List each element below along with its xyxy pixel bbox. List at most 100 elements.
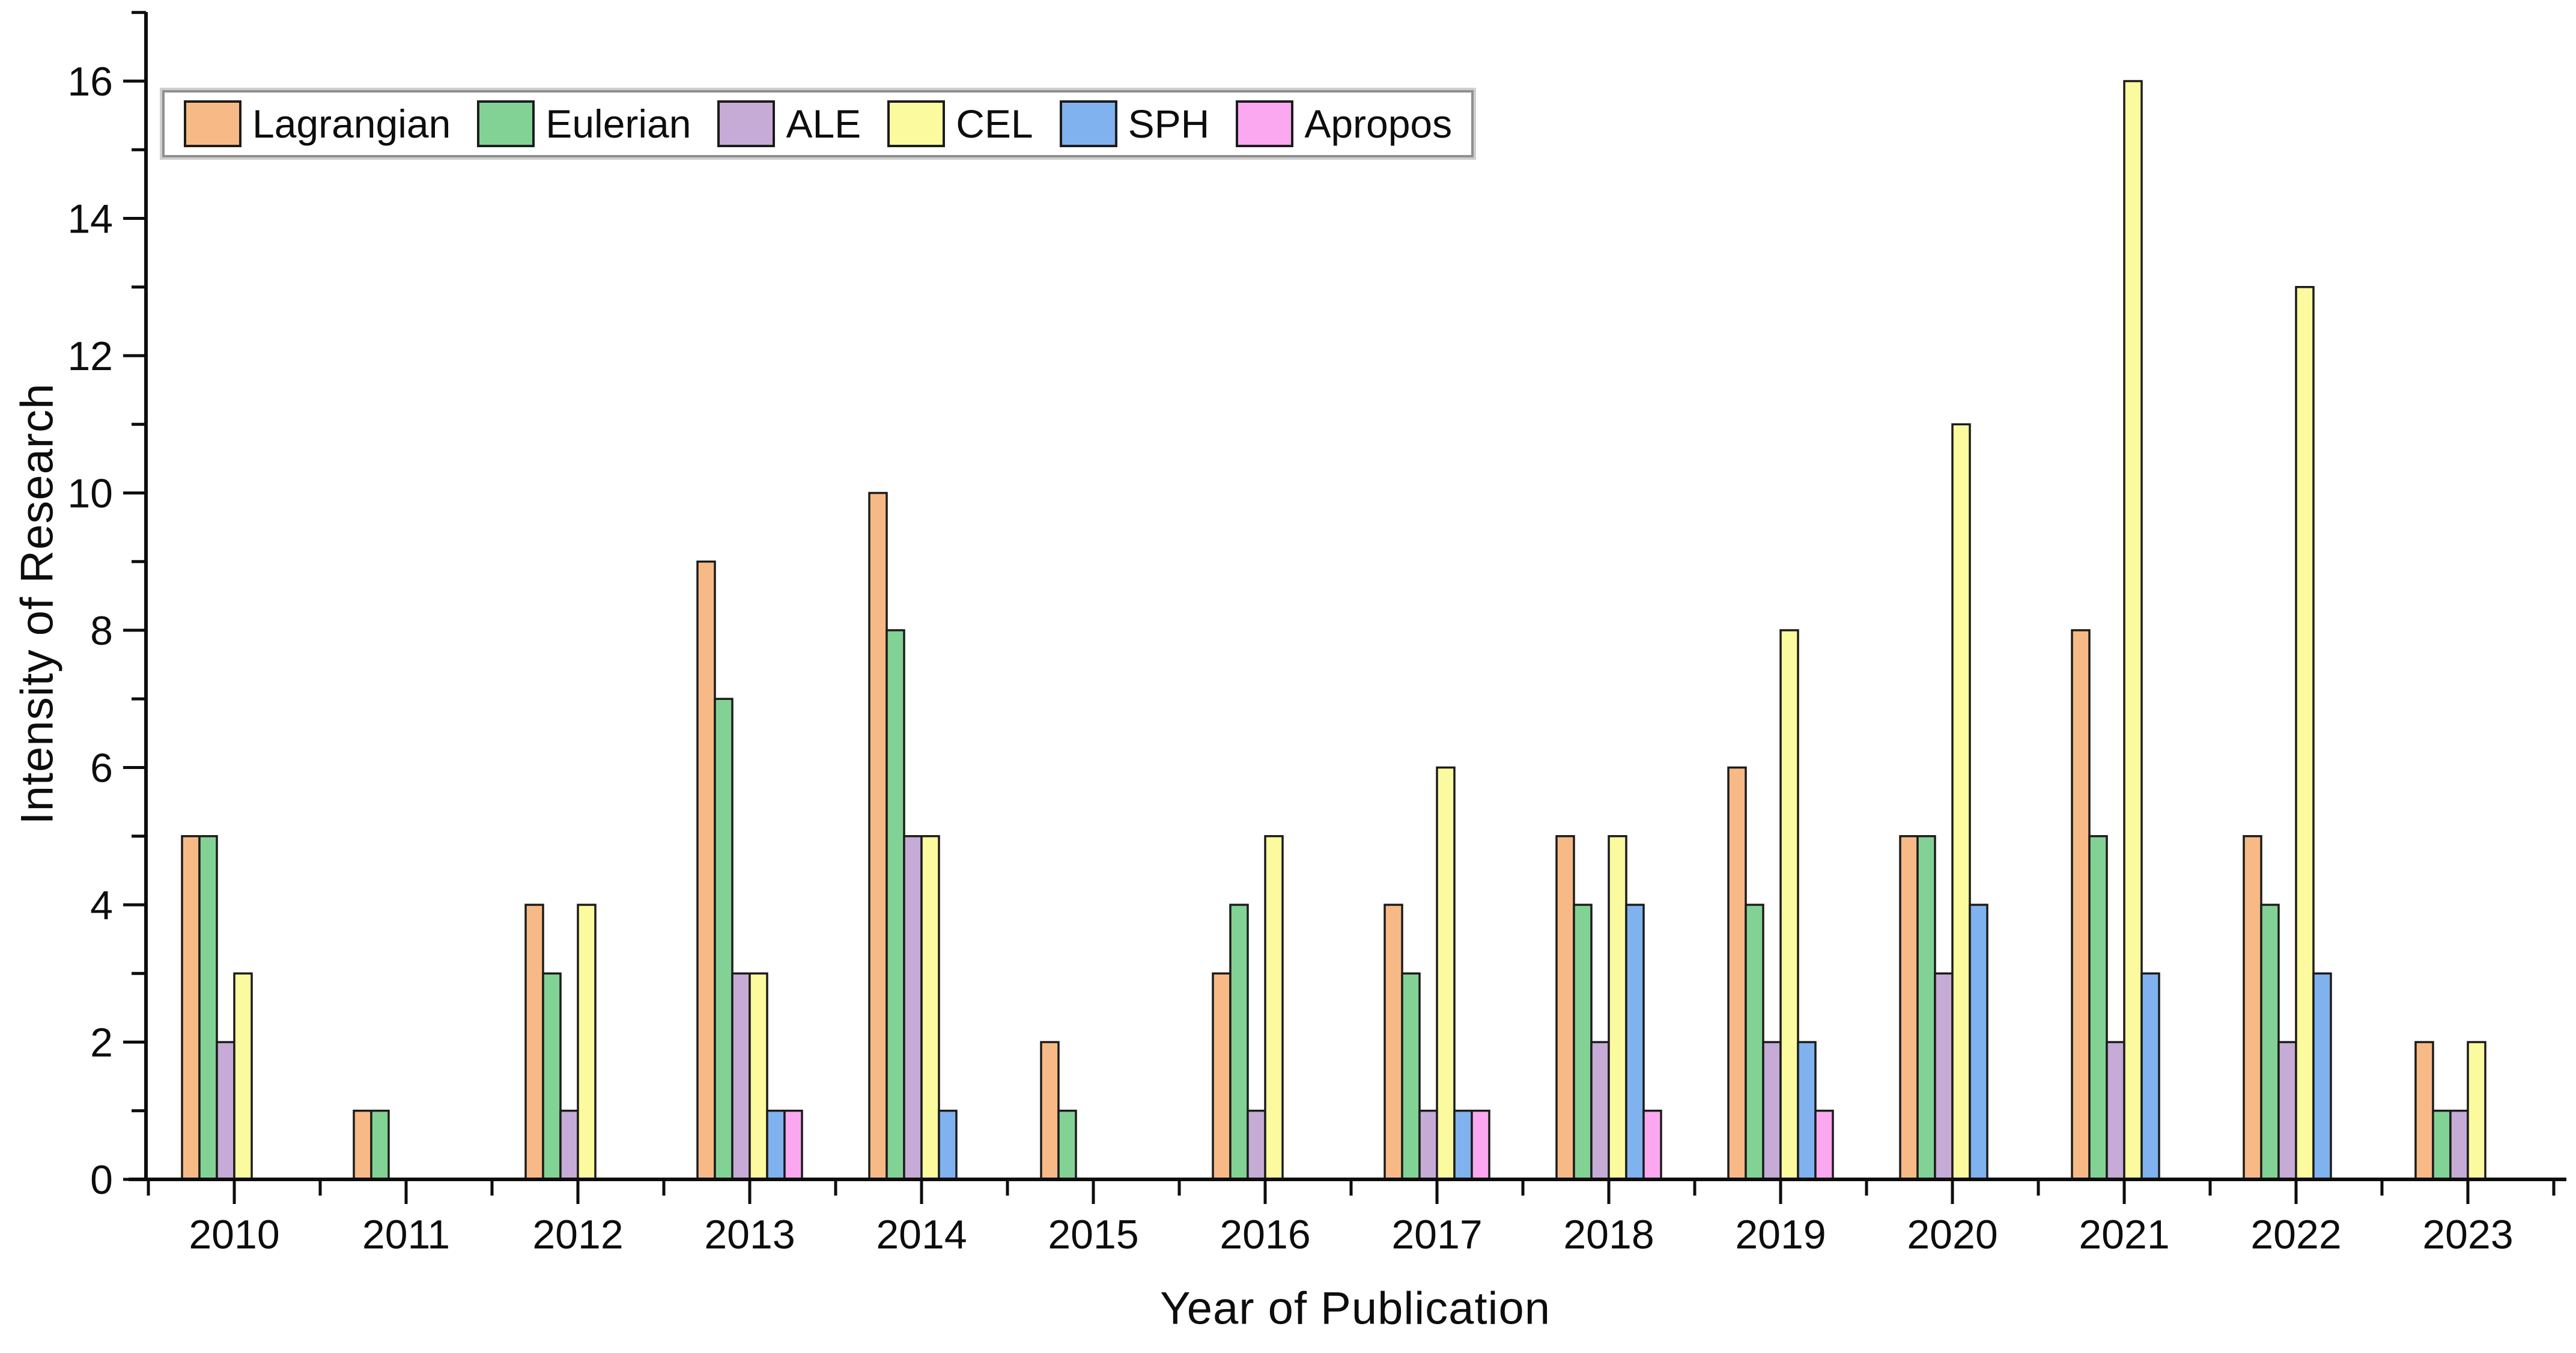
bar-2017-ale [1418, 1110, 1438, 1181]
bar-2020-ale [1934, 972, 1954, 1181]
bar-2020-eulerian [1916, 835, 1936, 1181]
bar-2013-cel [749, 972, 768, 1181]
bar-2010-lagrangian [181, 835, 201, 1181]
bar-2018-cel [1608, 835, 1627, 1181]
x-tick-label: 2013 [704, 1212, 795, 1257]
legend-item-lagrangian: Lagrangian [184, 100, 451, 147]
y-tick-label: 6 [90, 746, 113, 791]
bar-2011-lagrangian [353, 1110, 372, 1181]
bar-2013-lagrangian [696, 561, 716, 1181]
legend-label: Apropos [1304, 102, 1453, 146]
x-tick-label: 2010 [189, 1212, 279, 1257]
bar-2017-lagrangian [1384, 904, 1403, 1181]
bar-2016-ale [1247, 1110, 1266, 1181]
y-tick-label: 8 [90, 608, 113, 654]
x-tick-label: 2017 [1391, 1212, 1482, 1257]
bar-2012-lagrangian [524, 904, 544, 1181]
bar-2016-cel [1264, 835, 1284, 1181]
bar-2018-ale [1590, 1041, 1610, 1181]
bar-2022-cel [2295, 286, 2315, 1181]
bar-2023-cel [2467, 1041, 2486, 1181]
bar-2019-eulerian [1745, 904, 1764, 1181]
bar-2013-sph [766, 1110, 786, 1181]
bar-2012-cel [577, 904, 597, 1181]
bar-2020-lagrangian [1899, 835, 1919, 1181]
bar-2021-eulerian [2088, 835, 2108, 1181]
y-tick-label: 10 [67, 471, 113, 517]
bar-2022-eulerian [2260, 904, 2280, 1181]
bar-2018-apropos [1642, 1110, 1662, 1181]
x-tick-label: 2019 [1735, 1212, 1826, 1257]
y-tick-label: 12 [67, 333, 113, 379]
bar-2015-lagrangian [1040, 1041, 1060, 1181]
bar-2019-sph [1797, 1041, 1817, 1181]
bar-2014-sph [938, 1110, 958, 1181]
bar-2022-ale [2277, 1041, 2297, 1181]
y-axis-title: Intensity of Research [11, 383, 63, 825]
bar-2021-cel [2123, 80, 2143, 1181]
y-tick-label: 4 [90, 883, 113, 928]
legend-label: Lagrangian [252, 102, 451, 146]
bar-2017-sph [1453, 1110, 1473, 1181]
x-tick-label: 2018 [1563, 1212, 1654, 1257]
x-tick-label: 2022 [2250, 1212, 2341, 1257]
bar-2023-ale [2449, 1110, 2469, 1181]
bar-2017-eulerian [1401, 972, 1421, 1181]
bar-2022-sph [2312, 972, 2332, 1181]
legend-swatch-ale [717, 100, 776, 147]
bar-2019-apropos [1814, 1110, 1834, 1181]
bar-2012-eulerian [542, 972, 562, 1181]
legend-item-eulerian: Eulerian [477, 100, 691, 147]
legend-item-apropos: Apropos [1236, 100, 1452, 147]
bar-2019-lagrangian [1727, 766, 1747, 1181]
legend-label: ALE [786, 102, 861, 146]
bar-2015-eulerian [1057, 1110, 1077, 1181]
bar-2021-ale [2106, 1041, 2125, 1181]
bar-2021-sph [2140, 972, 2160, 1181]
x-tick-label: 2023 [2422, 1212, 2513, 1257]
legend-label: CEL [956, 102, 1033, 146]
bar-2013-ale [731, 972, 751, 1181]
bar-2023-lagrangian [2414, 1041, 2434, 1181]
bar-2019-cel [1779, 629, 1799, 1181]
bar-2013-apropos [783, 1110, 803, 1181]
bar-2014-lagrangian [868, 491, 888, 1181]
bar-2012-ale [559, 1110, 579, 1181]
bar-2019-ale [1762, 1041, 1782, 1181]
y-tick-label: 14 [67, 196, 113, 242]
x-axis-title: Year of Publication [1160, 1283, 1551, 1334]
bar-2011-eulerian [370, 1110, 390, 1181]
axes-group: 0 2 4 6 8 10 12 14 16 2010 2011 2012 2013 2014 2015 201… [67, 11, 2566, 1257]
y-tick-label: 16 [67, 59, 113, 105]
bar-2014-eulerian [886, 629, 905, 1181]
bar-2022-lagrangian [2243, 835, 2262, 1181]
legend-item-cel: CEL [887, 100, 1033, 147]
bar-2016-eulerian [1229, 904, 1249, 1181]
bar-2013-eulerian [714, 698, 734, 1181]
bar-2021-lagrangian [2071, 629, 2091, 1181]
x-tick-label: 2021 [2079, 1212, 2169, 1257]
bar-2020-sph [1969, 904, 1988, 1181]
bar-2010-eulerian [198, 835, 218, 1181]
x-tick-label: 2015 [1048, 1212, 1138, 1257]
x-tick-label: 2011 [362, 1212, 450, 1257]
x-tick-label: 2012 [532, 1212, 623, 1257]
legend-item-sph: SPH [1059, 100, 1210, 147]
legend-swatch-cel [887, 100, 946, 147]
legend-swatch-eulerian [477, 100, 535, 147]
bar-2010-ale [216, 1041, 235, 1181]
bar-2017-apropos [1471, 1110, 1490, 1181]
bars-group [181, 80, 2486, 1181]
legend-swatch-lagrangian [184, 100, 242, 147]
legend: Lagrangian Eulerian ALE CEL SPH Apropos [162, 90, 1474, 157]
y-tick-label: 0 [90, 1157, 113, 1203]
bar-2016-lagrangian [1212, 972, 1232, 1181]
bar-2018-eulerian [1573, 904, 1593, 1181]
legend-label: SPH [1128, 102, 1210, 146]
bar-2023-eulerian [2432, 1110, 2452, 1181]
legend-swatch-sph [1059, 100, 1117, 147]
y-tick-label: 2 [90, 1020, 113, 1066]
legend-label: Eulerian [545, 102, 691, 146]
